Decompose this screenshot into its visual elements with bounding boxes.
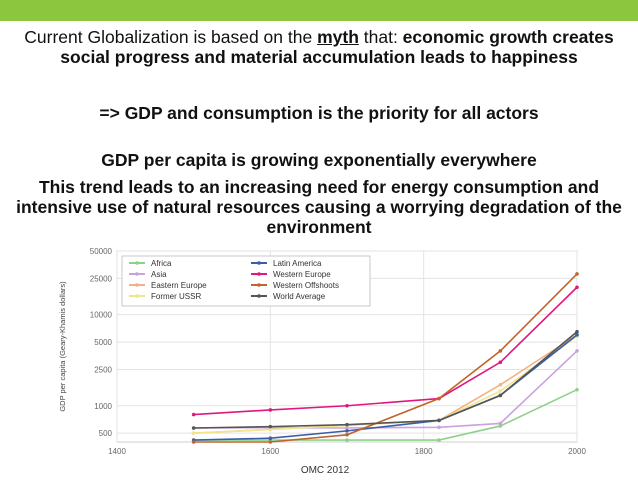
priority-line: => GDP and consumption is the priority f… <box>99 103 539 123</box>
intro-prefix: Current Globalization is based on the <box>24 27 318 47</box>
intro-mid: that: <box>358 27 403 47</box>
data-point <box>437 425 441 430</box>
legend-label: World Average <box>273 292 326 301</box>
series-line <box>193 331 578 429</box>
data-point <box>345 422 349 427</box>
data-point <box>268 427 273 432</box>
legend-label: Former USSR <box>151 292 201 301</box>
data-point <box>498 349 503 353</box>
y-tick-label: 10000 <box>90 311 113 320</box>
data-point <box>575 349 579 353</box>
x-tick-label: 1400 <box>108 447 126 456</box>
data-point <box>498 382 503 387</box>
intro-statement: Current Globalization is based on the my… <box>0 27 638 67</box>
myth-word: myth <box>317 27 359 47</box>
legend-marker <box>257 283 261 287</box>
legend-marker <box>257 272 261 276</box>
data-point <box>575 272 579 276</box>
accent-bar <box>0 0 638 21</box>
y-tick-label: 1000 <box>94 402 112 411</box>
data-point <box>575 329 579 334</box>
gdp-chart: 50000 25000 10000 5000 2500 1000 500 1400 1600 18… <box>55 243 590 479</box>
data-point <box>268 440 273 444</box>
legend-marker <box>257 261 261 265</box>
legend-label: Western Offshoots <box>273 281 339 290</box>
data-point <box>191 426 196 430</box>
series-line <box>193 286 578 416</box>
series-line <box>193 273 578 443</box>
legend-marker <box>257 294 261 298</box>
data-point <box>268 424 273 429</box>
legend-label: Asia <box>151 270 167 279</box>
data-point <box>345 426 349 430</box>
data-point <box>191 440 196 444</box>
data-point <box>191 431 196 435</box>
legend-label: Latin America <box>273 259 322 268</box>
data-point <box>437 438 441 442</box>
legend-marker <box>135 294 139 298</box>
data-point <box>575 333 579 337</box>
x-tick-label: 1600 <box>261 447 279 456</box>
data-point <box>191 412 196 417</box>
legend-box <box>121 255 371 307</box>
y-axis-label: GDP per capita (Geary-Khamis dollars) <box>58 281 67 412</box>
data-point <box>345 438 349 442</box>
data-point <box>498 421 503 426</box>
y-tick-label: 50000 <box>90 247 113 256</box>
legend-label: Africa <box>151 259 172 268</box>
source-note: OMC 2012 <box>301 465 350 476</box>
y-tick-label: 25000 <box>90 274 113 283</box>
y-tick-label: 2500 <box>94 366 112 375</box>
series-line <box>193 388 578 441</box>
data-point <box>268 408 273 412</box>
data-point <box>575 387 579 392</box>
legend-marker <box>135 272 139 276</box>
data-point <box>575 285 579 290</box>
data-point <box>498 360 503 365</box>
data-point <box>345 432 349 437</box>
data-point <box>345 429 349 433</box>
x-tick-label: 2000 <box>568 447 586 456</box>
trend-line: This trend leads to an increasing need f… <box>16 177 622 237</box>
data-point <box>498 393 503 398</box>
legend-label: Western Europe <box>273 270 331 279</box>
data-point <box>345 403 349 408</box>
series-line <box>193 350 578 429</box>
data-point <box>268 436 273 441</box>
x-tick-label: 1800 <box>415 447 433 456</box>
data-point <box>498 424 503 428</box>
legend-label: Eastern Europe <box>151 281 207 290</box>
data-point <box>437 418 441 423</box>
data-point <box>498 389 503 393</box>
legend-marker <box>135 283 139 287</box>
y-tick-label: 500 <box>99 429 113 438</box>
gdp-chart-svg: 50000 25000 10000 5000 2500 1000 500 1400 1600 18… <box>58 247 586 476</box>
data-point <box>437 396 441 401</box>
y-tick-label: 5000 <box>94 338 112 347</box>
intro-bold: economic growth creates social progress … <box>60 27 614 67</box>
legend-marker <box>135 261 139 265</box>
gdp-line: GDP per capita is growing exponentially … <box>101 150 537 170</box>
